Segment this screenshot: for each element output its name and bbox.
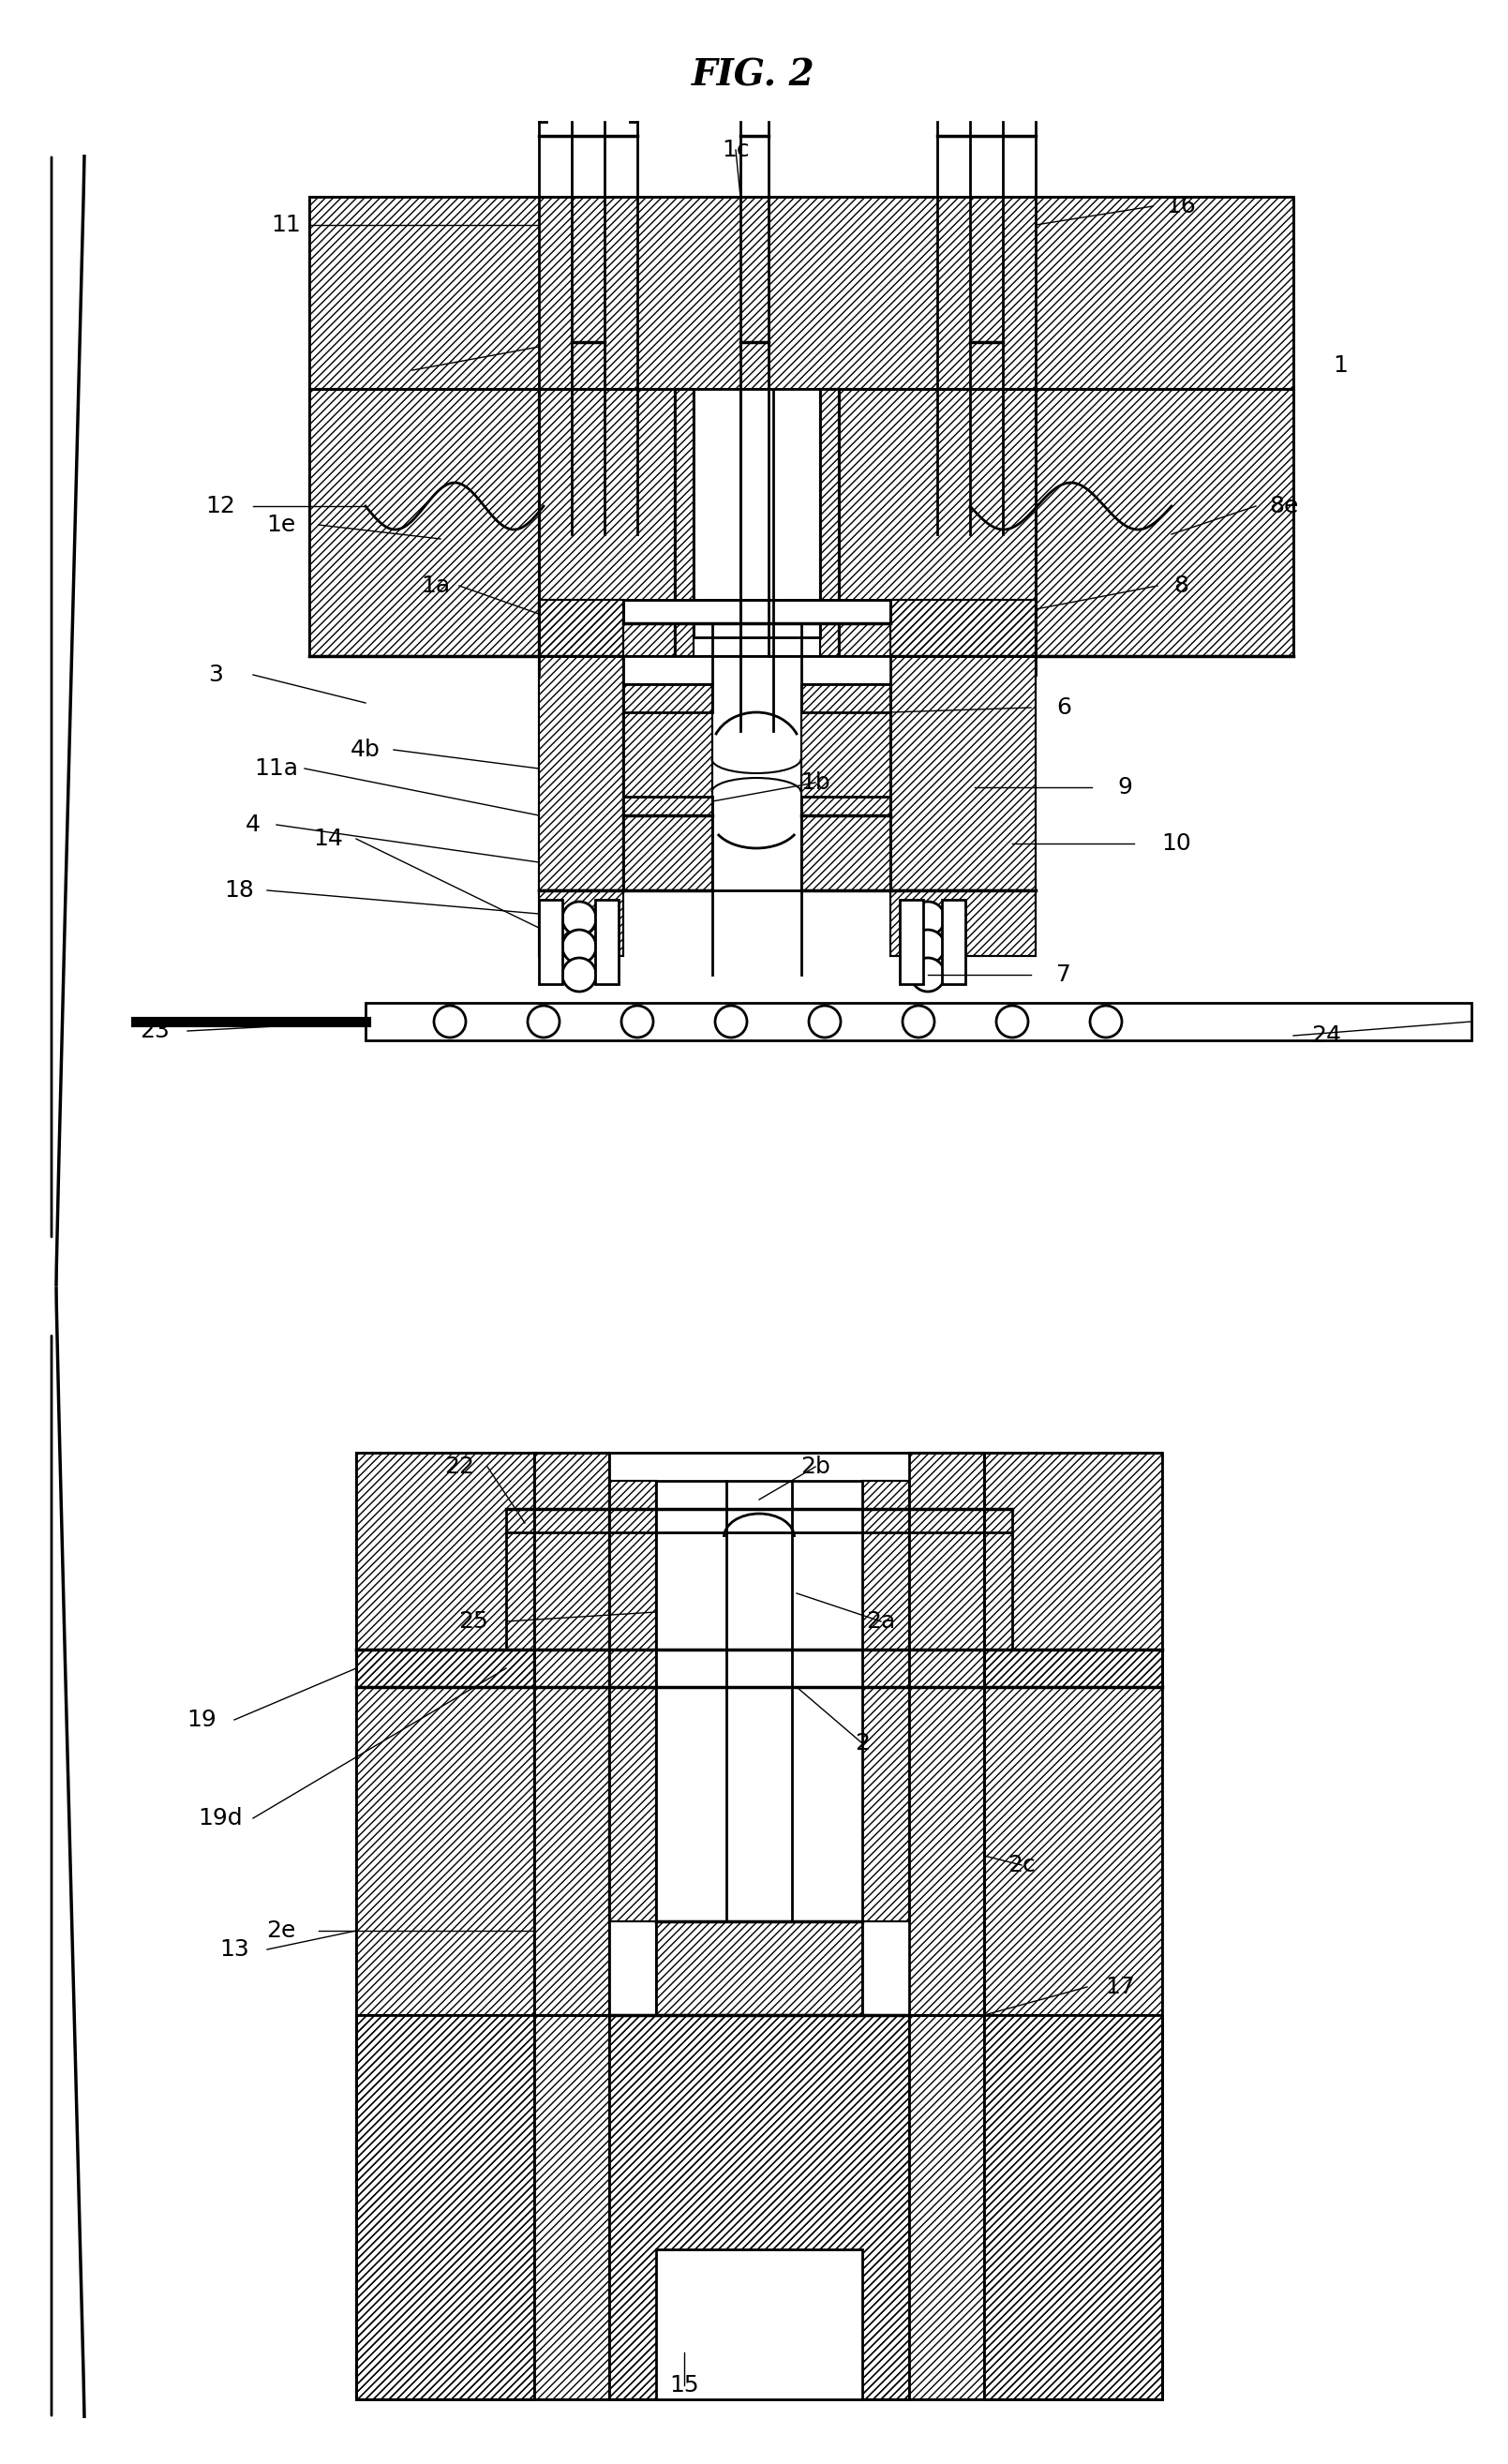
Text: 8e: 8e (1270, 495, 1298, 517)
Bar (656, 1922, 863, 2016)
Bar (538, 599, 623, 655)
Bar (942, 899, 965, 983)
Bar (609, 1481, 656, 1922)
Bar (534, 1454, 985, 2016)
Bar (985, 1454, 1163, 2400)
Text: 1c: 1c (722, 138, 749, 160)
Text: 19: 19 (187, 1708, 216, 1732)
Text: 4b: 4b (350, 739, 380, 761)
Text: 1e: 1e (267, 513, 296, 537)
Text: 2: 2 (855, 1732, 870, 1754)
Bar (538, 890, 623, 956)
Circle shape (562, 929, 596, 963)
Bar (609, 2016, 909, 2400)
Bar (801, 685, 890, 890)
Bar (890, 655, 1036, 890)
Bar (656, 1481, 863, 1922)
Bar (1036, 389, 1294, 655)
Text: 17: 17 (1105, 1976, 1136, 1998)
Bar (694, 389, 820, 638)
Text: 4: 4 (246, 813, 261, 835)
Text: 14: 14 (314, 828, 342, 850)
Text: 2b: 2b (801, 1456, 831, 1478)
Bar (674, 389, 838, 599)
Text: 19d: 19d (198, 1806, 243, 1828)
Bar (623, 655, 890, 890)
Bar (538, 389, 1036, 655)
Bar (863, 1481, 909, 1922)
Circle shape (562, 958, 596, 991)
Circle shape (562, 902, 596, 936)
Text: 15: 15 (670, 2373, 700, 2397)
Bar (820, 389, 838, 655)
Text: 1: 1 (1333, 355, 1348, 377)
Text: 3: 3 (208, 663, 223, 685)
Text: 12: 12 (205, 495, 235, 517)
Text: 2e: 2e (267, 1919, 296, 1942)
Text: 24: 24 (1310, 1025, 1341, 1047)
Bar (890, 890, 1036, 956)
Bar (838, 389, 1036, 655)
Text: 7: 7 (1056, 963, 1071, 986)
Bar (609, 1454, 909, 2016)
Text: 2c: 2c (1007, 1853, 1036, 1878)
Text: 13: 13 (220, 1939, 249, 1961)
Text: 18: 18 (225, 880, 253, 902)
Text: 9: 9 (1117, 776, 1133, 798)
Text: 8: 8 (1173, 574, 1188, 596)
Text: 22: 22 (445, 1456, 474, 1478)
Bar (538, 389, 674, 655)
Circle shape (911, 902, 944, 936)
Bar (900, 899, 923, 983)
Text: FIG. 2: FIG. 2 (692, 57, 816, 94)
Bar (890, 599, 1036, 655)
Bar (538, 899, 562, 983)
Text: 16: 16 (1166, 195, 1196, 217)
Bar (596, 899, 618, 983)
Circle shape (911, 958, 944, 991)
Bar (656, 2250, 863, 2400)
Bar (356, 2016, 1163, 2400)
Text: 2a: 2a (867, 1609, 896, 1634)
Bar (623, 599, 890, 623)
Text: 6: 6 (1056, 697, 1071, 719)
Bar (309, 389, 538, 655)
Bar (674, 389, 694, 655)
Circle shape (911, 929, 944, 963)
Text: 11: 11 (271, 214, 300, 237)
Text: 25: 25 (458, 1609, 489, 1634)
Bar (534, 1454, 609, 2016)
Bar (538, 655, 623, 890)
Text: 23: 23 (140, 1020, 169, 1042)
Text: 11a: 11a (255, 756, 299, 779)
Bar (365, 1003, 1472, 1040)
Bar (309, 197, 1294, 389)
Text: 10: 10 (1161, 833, 1191, 855)
Text: 1b: 1b (801, 771, 831, 793)
Bar (356, 1454, 534, 2400)
Bar (623, 685, 712, 890)
Text: 1a: 1a (421, 574, 451, 596)
Bar (909, 1454, 985, 2016)
